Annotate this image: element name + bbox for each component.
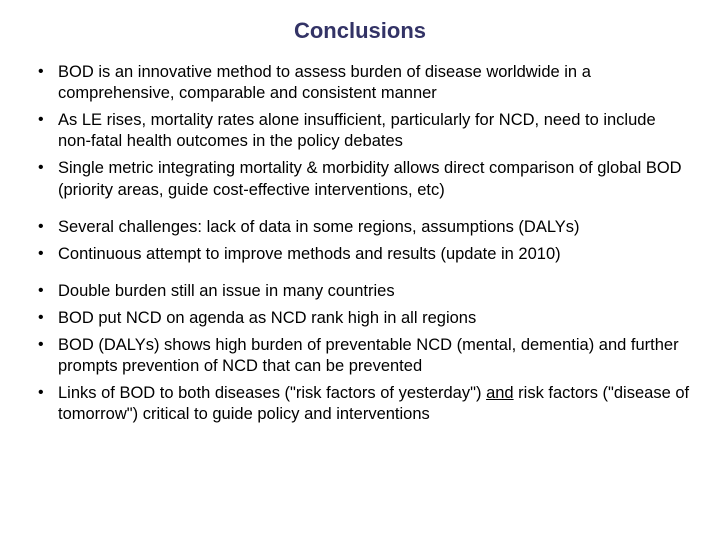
- bullet-item: Single metric integrating mortality & mo…: [30, 158, 690, 200]
- bullet-item: Several challenges: lack of data in some…: [30, 217, 690, 238]
- bullet-item: As LE rises, mortality rates alone insuf…: [30, 110, 690, 152]
- bullet-item: BOD put NCD on agenda as NCD rank high i…: [30, 308, 690, 329]
- slide: Conclusions BOD is an innovative method …: [0, 0, 720, 540]
- spacer: [30, 265, 690, 281]
- underlined-text: and: [486, 384, 514, 402]
- bullet-item: BOD is an innovative method to assess bu…: [30, 62, 690, 104]
- bullet-item: Double burden still an issue in many cou…: [30, 281, 690, 302]
- bullet-list: BOD is an innovative method to assess bu…: [30, 62, 690, 426]
- spacer: [30, 201, 690, 217]
- bullet-item: BOD (DALYs) shows high burden of prevent…: [30, 335, 690, 377]
- bullet-item: Continuous attempt to improve methods an…: [30, 244, 690, 265]
- slide-title: Conclusions: [30, 18, 690, 44]
- bullet-item: Links of BOD to both diseases ("risk fac…: [30, 383, 690, 425]
